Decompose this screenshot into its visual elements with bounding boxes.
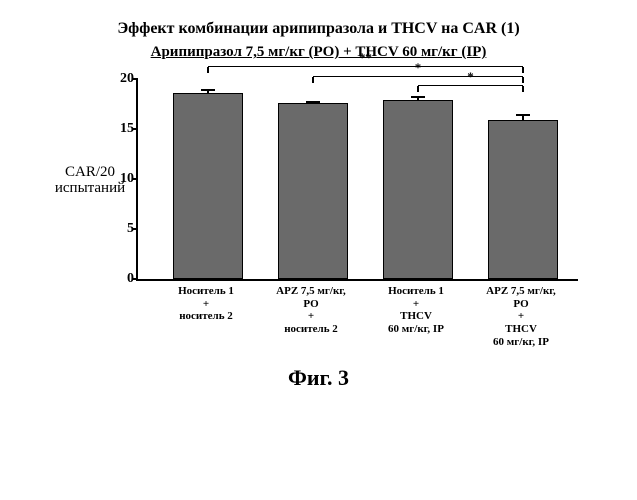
- significance-bracket-end: [312, 77, 314, 83]
- significance-bracket-end: [207, 67, 209, 73]
- error-bar-cap: [201, 89, 215, 91]
- ytick-label: 20: [108, 71, 134, 87]
- error-bar-cap: [411, 96, 425, 98]
- bar: [488, 120, 558, 279]
- xtick-label: APZ 7,5 мг/кг,PO+THCV60 мг/кг, IP: [471, 285, 571, 348]
- ytick-label: 15: [108, 121, 134, 137]
- bar: [278, 103, 348, 279]
- ytick-mark: [132, 178, 138, 180]
- bar: [383, 100, 453, 279]
- ytick-mark: [132, 278, 138, 280]
- figure-caption: Фиг. 3: [10, 365, 627, 391]
- chart-row: CAR/20 испытаний 05101520****: [50, 79, 627, 281]
- error-bar-cap: [306, 101, 320, 103]
- significance-bracket-end: [522, 86, 524, 92]
- chart-title: Эффект комбинации арипипразола и THCV на…: [10, 20, 627, 38]
- significance-label: **: [359, 50, 372, 66]
- bar: [173, 93, 243, 279]
- ytick-mark: [132, 228, 138, 230]
- significance-label: *: [415, 60, 422, 76]
- ytick-mark: [132, 128, 138, 130]
- significance-bracket-end: [417, 86, 419, 92]
- xtick-label: Носитель 1+носитель 2: [156, 285, 256, 323]
- xtick-label: Носитель 1+THCV60 мг/кг, IP: [366, 285, 466, 336]
- significance-bracket-end: [522, 67, 524, 73]
- significance-bracket: [313, 76, 523, 77]
- ytick-label: 0: [108, 271, 134, 287]
- ytick-label: 10: [108, 171, 134, 187]
- ytick-mark: [132, 78, 138, 80]
- x-axis-labels: Носитель 1+носитель 2APZ 7,5 мг/кг,PO+но…: [136, 281, 576, 351]
- significance-bracket: [208, 66, 523, 67]
- bar-chart-plot: 05101520****: [136, 79, 578, 281]
- ytick-label: 5: [108, 221, 134, 237]
- significance-bracket: [418, 85, 523, 86]
- xtick-label: APZ 7,5 мг/кг,PO+носитель 2: [261, 285, 361, 336]
- chart-subtitle: Арипипразол 7,5 мг/кг (PO) + THCV 60 мг/…: [10, 44, 627, 61]
- significance-label: *: [467, 69, 474, 85]
- significance-bracket-end: [522, 77, 524, 83]
- error-bar-cap: [516, 114, 530, 116]
